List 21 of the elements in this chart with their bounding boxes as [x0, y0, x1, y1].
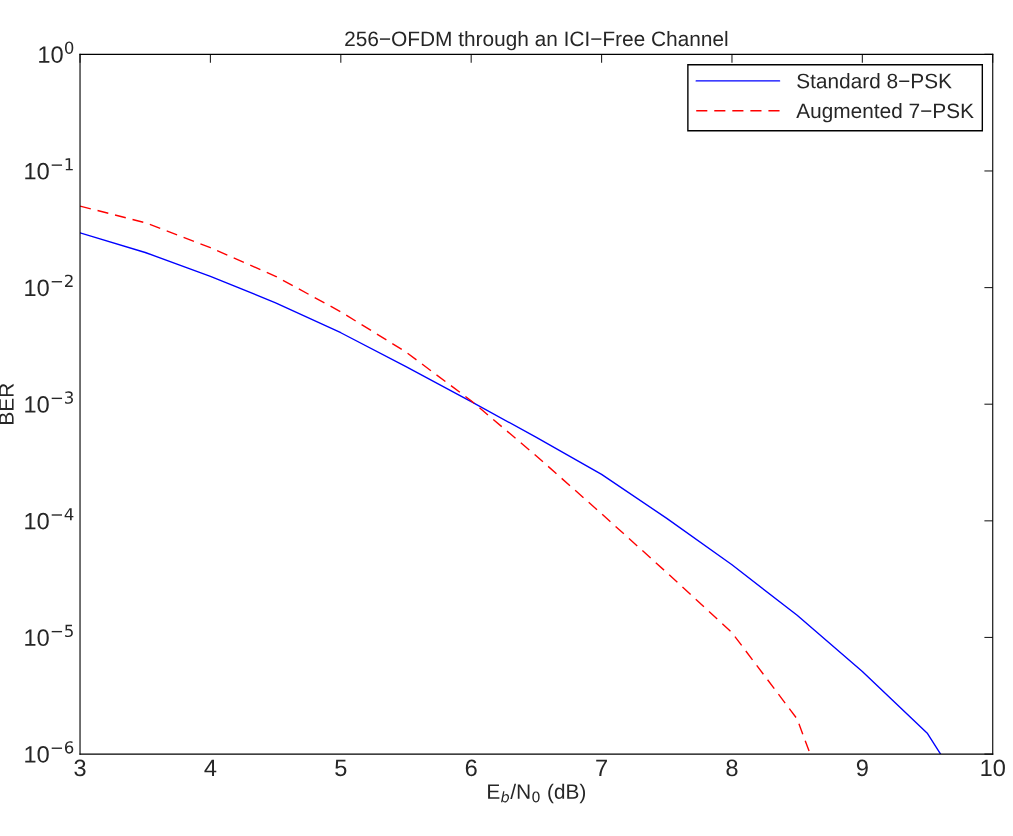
legend-label: Standard 8−PSK: [797, 73, 952, 89]
x-tick-label: 9: [856, 759, 868, 777]
y-axis-title: BER: [0, 383, 14, 424]
y-tick-label: 10$^{−4}$: [25, 508, 74, 530]
x-tick-label: 7: [596, 759, 607, 777]
x-tick-label: 4: [204, 759, 217, 777]
y-tick-label: 10$^{−3}$: [25, 391, 73, 413]
x-tick-label: 10: [981, 759, 1005, 777]
y-tick-label: 10$^{−2}$: [25, 274, 73, 297]
y-tick-label: 10$^{−5}$: [25, 624, 73, 647]
x-tick-label: 3: [74, 759, 86, 777]
line-series: [80, 232, 942, 755]
y-tick-label: 10$^{−1}$: [25, 158, 73, 180]
y-tick-label: 10$^{−6}$: [25, 741, 74, 763]
y-tick-label: 10$^{0}$: [39, 41, 74, 63]
legend-label: Augmented 7−PSK: [796, 102, 974, 123]
chart-title: 256−OFDM through an ICI−Free Channel: [345, 30, 728, 51]
x-tick-label: 6: [465, 759, 477, 777]
x-tick-label: 8: [726, 759, 738, 777]
x-axis-title: E$_{b}$/N$_{0}$ (dB): [488, 783, 586, 804]
x-tick-label: 5: [335, 759, 347, 777]
